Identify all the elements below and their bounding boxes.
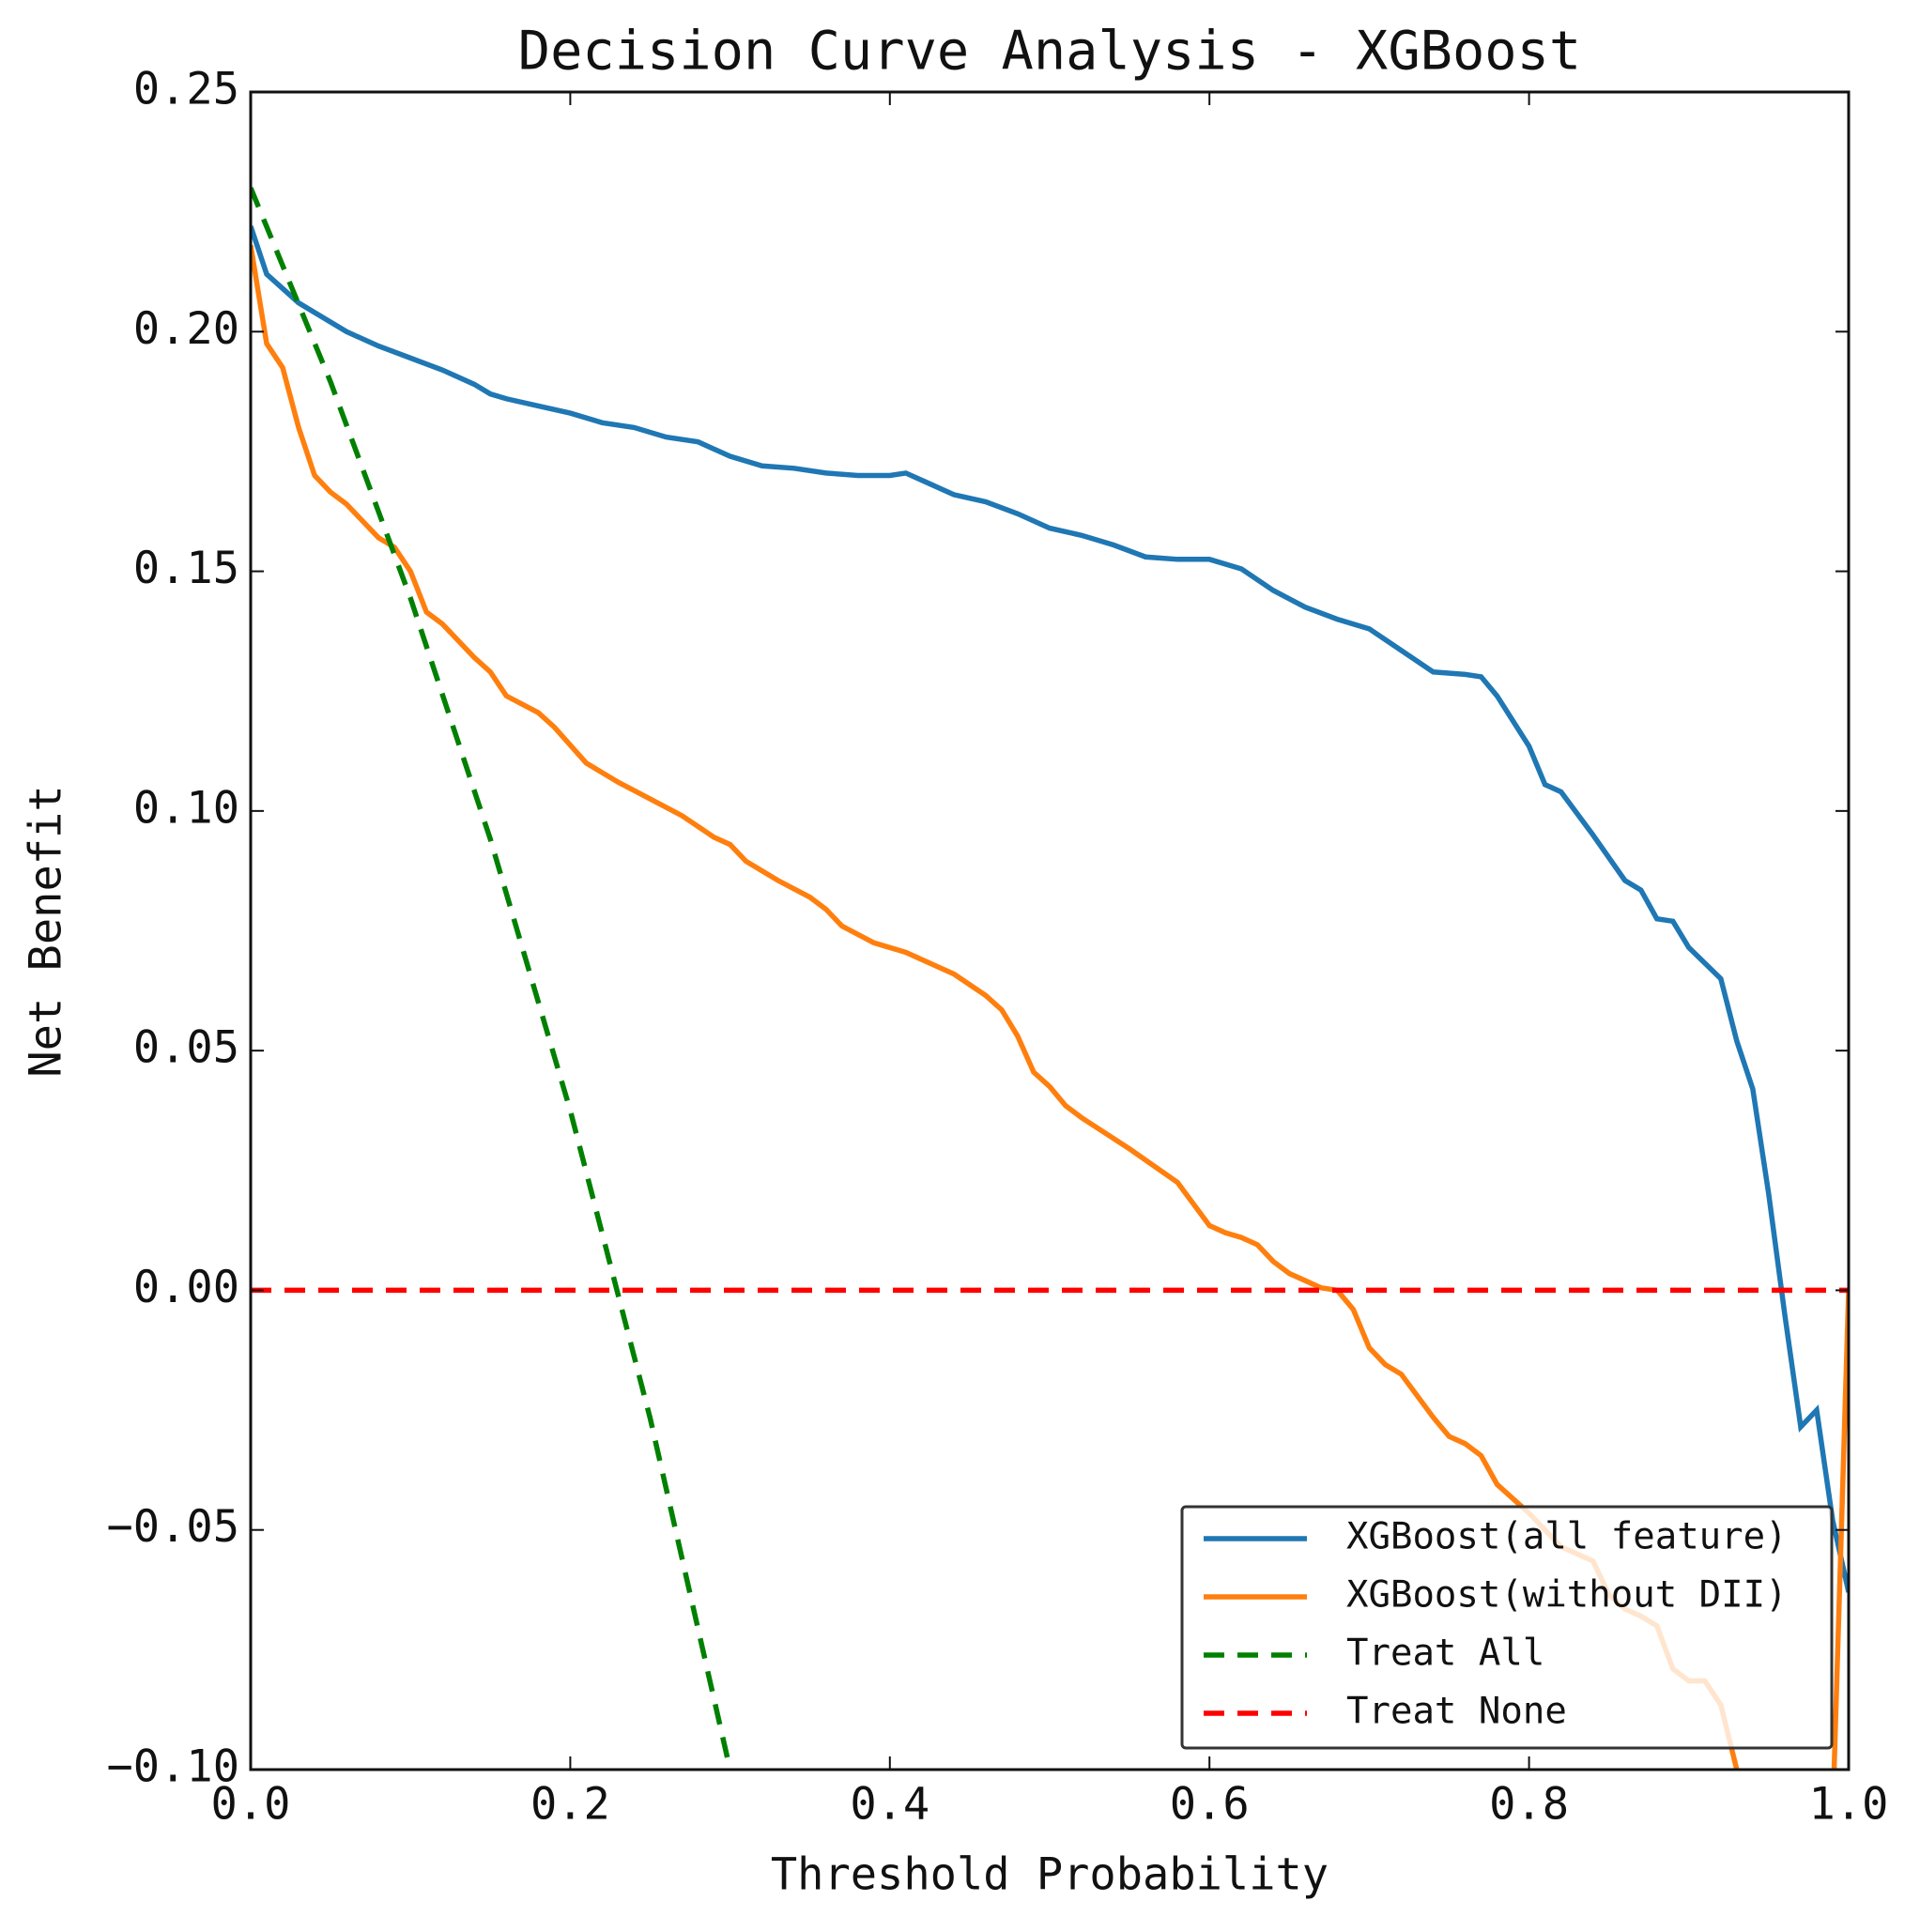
y-tick-label: −0.10 xyxy=(107,1741,239,1793)
y-tick-label: 0.15 xyxy=(133,543,239,594)
y-tick-label: 0.00 xyxy=(133,1262,239,1313)
y-tick-label: 0.05 xyxy=(133,1022,239,1074)
legend-label: XGBoost(all feature) xyxy=(1346,1516,1788,1558)
x-tick-label: 0.6 xyxy=(1170,1779,1250,1831)
y-axis-label: Net Benefit xyxy=(21,785,72,1077)
legend-label: Treat None xyxy=(1346,1691,1567,1733)
x-tick-label: 0.0 xyxy=(211,1779,291,1831)
y-tick-label: 0.10 xyxy=(133,782,239,834)
x-axis-label: Threshold Probability xyxy=(771,1849,1329,1901)
chart-title: Decision Curve Analysis - XGBoost xyxy=(518,21,1581,83)
x-tick-label: 0.2 xyxy=(530,1779,610,1831)
plot-frame xyxy=(249,90,1851,1771)
series-line xyxy=(251,187,733,1770)
y-tick-label: 0.25 xyxy=(133,64,239,115)
x-tick-label: 0.8 xyxy=(1489,1779,1569,1831)
y-tick-label: 0.20 xyxy=(133,303,239,355)
y-tick-label: −0.05 xyxy=(107,1501,239,1553)
legend-label: XGBoost(without DII) xyxy=(1346,1574,1788,1617)
legend-box xyxy=(1180,1505,1834,1750)
x-tick-label: 1.0 xyxy=(1809,1779,1889,1831)
x-tick-label: 0.4 xyxy=(850,1779,929,1831)
legend: XGBoost(all feature) XGBoost(without DII)… xyxy=(1180,1505,1834,1750)
series-line xyxy=(251,225,1849,1593)
legend-label: Treat All xyxy=(1346,1633,1544,1675)
